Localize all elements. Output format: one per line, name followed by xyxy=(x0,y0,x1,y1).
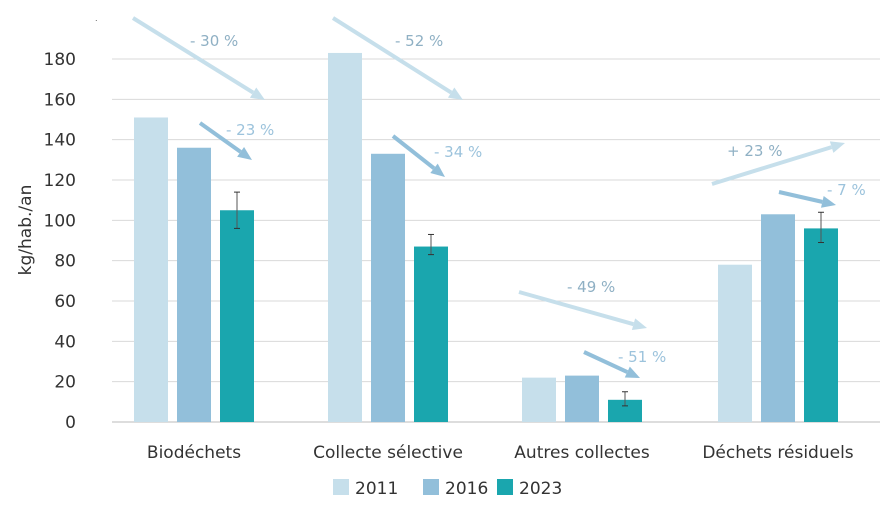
trend-arrow-head xyxy=(821,196,836,208)
x-tick-label: Autres collectes xyxy=(514,443,650,463)
legend-swatch-2023 xyxy=(497,479,513,495)
y-tick-label: 40 xyxy=(54,332,76,352)
legend-swatch-2016 xyxy=(423,479,439,495)
bar-2023 xyxy=(220,210,254,422)
bar-2023 xyxy=(414,246,448,422)
trend-label: + 23 % xyxy=(727,142,782,160)
bar-2016 xyxy=(177,147,211,422)
trend-label: - 30 % xyxy=(190,32,238,50)
bars xyxy=(134,52,838,423)
trend-arrow-head xyxy=(447,87,463,100)
y-tick-label: 120 xyxy=(44,171,76,191)
trend-arrow xyxy=(583,350,629,374)
legend-swatch-2011 xyxy=(333,479,349,495)
y-axis-top-mark: . xyxy=(95,14,98,23)
y-tick-label: 180 xyxy=(44,50,76,70)
bar-2016 xyxy=(371,153,405,423)
bar-2016 xyxy=(761,214,795,422)
y-tick-label: 160 xyxy=(44,90,76,110)
bar-2023 xyxy=(608,399,642,422)
trend-arrow xyxy=(778,190,823,204)
trend-label: - 49 % xyxy=(567,278,615,296)
legend: 2011 2016 2023 xyxy=(333,479,562,499)
y-tick-label: 140 xyxy=(44,131,76,151)
bar-2011 xyxy=(718,264,752,422)
x-tick-label: Collecte sélective xyxy=(313,443,463,463)
y-tick-label: 0 xyxy=(65,413,76,433)
annotations: - 30 % - 23 % - 52 % - 34 % - 49 % - 51 % + 23… xyxy=(131,16,866,378)
trend-label: - 23 % xyxy=(226,121,274,139)
x-tick-label: Déchets résiduels xyxy=(702,443,853,463)
trend-arrow xyxy=(391,134,436,170)
legend-label: 2016 xyxy=(445,479,488,499)
x-tick-label: Biodéchets xyxy=(147,443,241,463)
trend-label: - 7 % xyxy=(827,181,866,199)
trend-arrow xyxy=(711,145,833,186)
y-tick-label: 20 xyxy=(54,373,76,393)
trend-label: - 34 % xyxy=(434,143,482,161)
trend-label: - 52 % xyxy=(395,32,443,50)
bar-2011 xyxy=(328,52,362,422)
bar-2011 xyxy=(522,377,556,422)
trend-arrow-head xyxy=(829,141,845,153)
trend-label: - 51 % xyxy=(618,348,666,366)
trend-arrow-head xyxy=(624,366,640,378)
trend-arrow-head xyxy=(249,87,265,100)
y-tick-label: 80 xyxy=(54,252,76,272)
trend-arrow-head xyxy=(631,318,647,330)
bar-2023 xyxy=(804,228,838,422)
y-tick-label: 100 xyxy=(44,211,76,231)
trend-arrow-head xyxy=(430,163,445,177)
y-axis: 0 20 40 60 80 100 120 140 160 180. xyxy=(44,14,98,433)
y-tick-label: 60 xyxy=(54,292,76,312)
trend-arrow xyxy=(131,16,255,95)
legend-label: 2023 xyxy=(519,479,562,499)
y-axis-label: kg/hab./an xyxy=(16,185,36,276)
bar-2011 xyxy=(134,117,168,422)
x-axis: Biodéchets Collecte sélective Autres colle… xyxy=(147,443,854,463)
trend-arrow xyxy=(198,121,242,154)
trend-arrow-head xyxy=(237,146,252,160)
trend-arrow xyxy=(331,16,453,95)
legend-label: 2011 xyxy=(355,479,398,499)
bar-2016 xyxy=(565,375,599,422)
trend-arrow xyxy=(518,290,635,327)
